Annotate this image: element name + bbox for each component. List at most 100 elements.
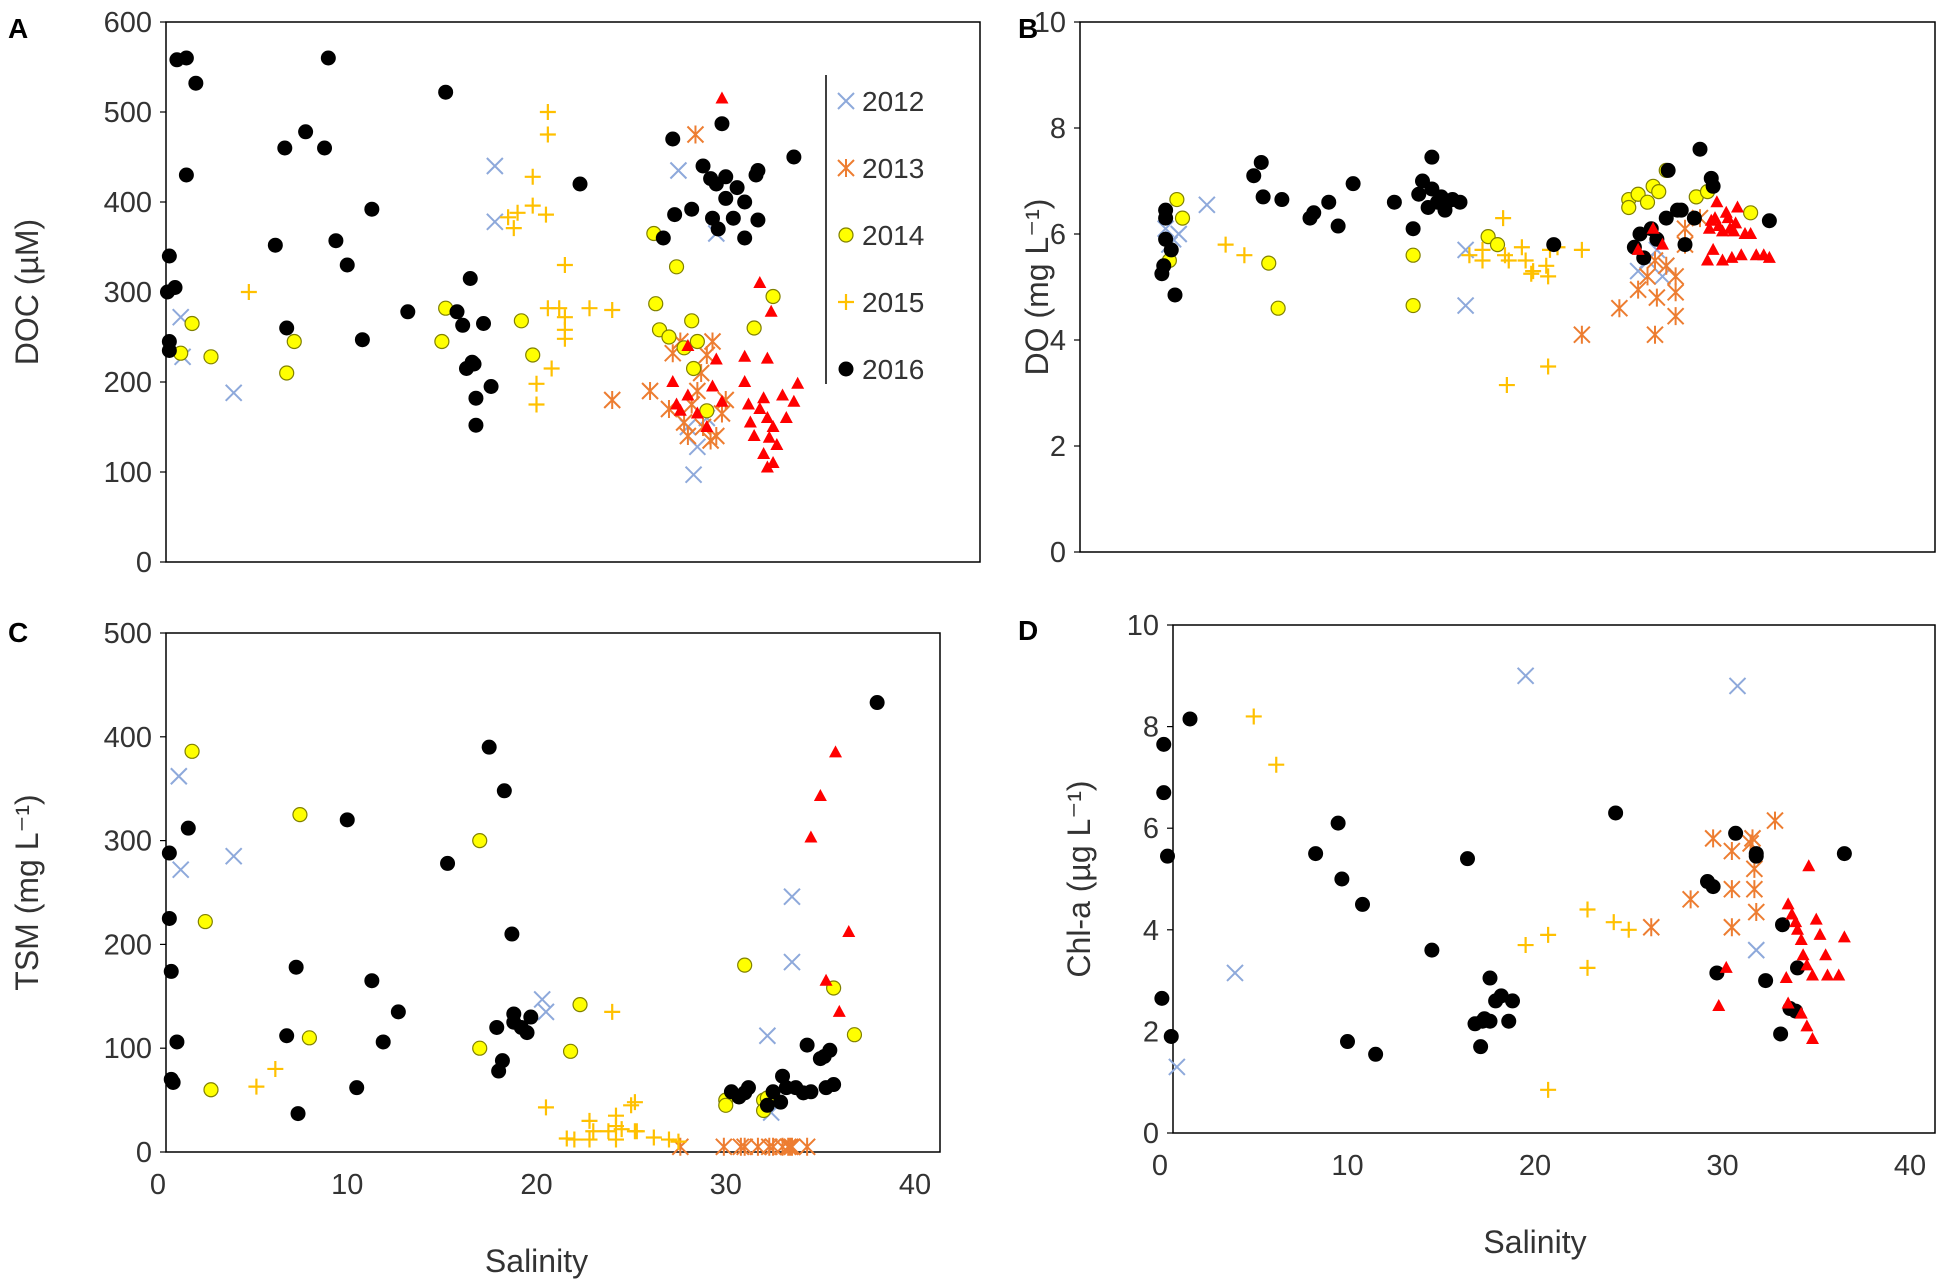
data-point-2016 [1686, 210, 1702, 226]
data-point-2015 [1523, 265, 1540, 282]
data-point-2013 [675, 413, 693, 432]
data-point-2014 [1174, 210, 1191, 226]
data-point-2014 [513, 313, 529, 329]
data-point-2016 [267, 237, 283, 253]
data-point-red [1727, 224, 1741, 237]
data-point-2016 [1253, 154, 1269, 170]
data-point-2014 [286, 333, 302, 350]
data-point-red [1837, 930, 1851, 943]
data-point-2016 [684, 201, 700, 217]
series-2012 [170, 767, 801, 1122]
data-point-2013 [735, 1137, 754, 1156]
data-point-2016 [1658, 210, 1674, 226]
data-point-2013 [764, 1137, 782, 1156]
series-red [1631, 195, 1776, 266]
data-point-2014 [1169, 191, 1185, 208]
data-point-red [764, 304, 778, 317]
data-point-2016 [1308, 846, 1324, 862]
data-point-2016 [1368, 1046, 1384, 1062]
data-point-2013 [732, 1137, 750, 1156]
data-point-2014 [1405, 297, 1421, 314]
data-point-2012 [684, 465, 703, 484]
data-point-2014 [1489, 237, 1506, 253]
data-point-red [813, 788, 827, 801]
data-point-2016 [714, 116, 730, 132]
data-point-2012 [224, 847, 243, 865]
legend-label: 2012 [862, 86, 924, 117]
data-point-2016 [290, 1106, 306, 1122]
data-point-2016 [481, 739, 497, 755]
data-point-2015 [1461, 247, 1478, 264]
data-point-2016 [1790, 960, 1805, 976]
data-point-2016 [750, 163, 766, 178]
data-point-2015 [670, 1133, 687, 1150]
data-point-2013 [1723, 842, 1741, 861]
data-point-red [1646, 221, 1660, 234]
y-tick-label: 4 [1143, 915, 1159, 947]
data-point-2014 [1639, 194, 1656, 210]
data-point-2016 [494, 1053, 510, 1069]
data-point-2015 [539, 104, 556, 120]
data-point-red [766, 420, 780, 432]
data-point-2016 [161, 845, 177, 861]
data-point-2016 [572, 176, 588, 192]
data-point-2016 [169, 1034, 185, 1050]
data-point-2015 [1540, 358, 1557, 375]
data-point-2014 [668, 259, 685, 275]
data-point-red [753, 402, 767, 414]
y-tick-label: 500 [104, 97, 152, 129]
data-point-2016 [468, 417, 484, 433]
data-point-2016 [1274, 192, 1290, 208]
data-point-2016 [1424, 942, 1440, 958]
data-point-2016 [1156, 736, 1172, 752]
data-point-red [1794, 1006, 1808, 1019]
data-point-2014 [472, 832, 488, 849]
data-point-2016 [1306, 205, 1322, 221]
data-point-2016 [1748, 846, 1764, 862]
data-point-2016 [504, 926, 520, 942]
data-point-2016 [799, 1037, 815, 1053]
data-point-2016 [288, 959, 304, 975]
series-2012 [1168, 667, 1765, 1076]
series-red [1712, 859, 1851, 1045]
data-point-2016 [277, 140, 293, 156]
data-point-red [1791, 922, 1804, 935]
data-point-2012 [783, 887, 801, 906]
data-point-red [1779, 971, 1793, 984]
data-point-2016 [483, 379, 499, 394]
data-point-2016 [1482, 970, 1498, 986]
data-point-red [1813, 927, 1827, 940]
data-point-2014 [279, 365, 295, 381]
y-tick-label: 6 [1143, 813, 1159, 845]
data-point-2016 [1424, 149, 1440, 165]
data-point-2013 [1666, 307, 1685, 326]
data-point-2016 [1473, 1039, 1489, 1055]
data-point-red [1789, 915, 1803, 928]
data-point-2015 [1498, 377, 1515, 394]
data-point-2014 [1621, 199, 1637, 216]
data-point-2015 [581, 1112, 598, 1129]
data-point-red [779, 411, 793, 423]
panel-b: B 0 2 4 6 8 10 DO (mg L⁻¹) [1018, 7, 1936, 569]
data-point-2015 [539, 126, 556, 143]
data-point-2015 [1525, 263, 1542, 280]
data-point-2016 [1608, 805, 1624, 821]
legend: 2012 2013 2014 2015 2016 [825, 75, 924, 385]
series-2013 [671, 1137, 816, 1156]
data-point-2015 [1217, 236, 1234, 253]
data-point-red [1729, 216, 1743, 229]
data-point-2016 [1405, 221, 1421, 237]
data-point-red [762, 430, 776, 443]
data-point-2012 [1653, 267, 1672, 286]
data-point-red [1734, 248, 1748, 261]
data-point-2015 [1517, 252, 1534, 269]
data-point-2015 [556, 330, 573, 347]
data-point-2015 [1517, 937, 1534, 954]
data-point-red [791, 376, 805, 389]
data-point-2016 [364, 201, 380, 217]
series-2015 [248, 1003, 687, 1150]
series-2015 [1245, 708, 1637, 1098]
data-point-2013 [1747, 903, 1765, 922]
data-point-2016 [665, 131, 681, 147]
